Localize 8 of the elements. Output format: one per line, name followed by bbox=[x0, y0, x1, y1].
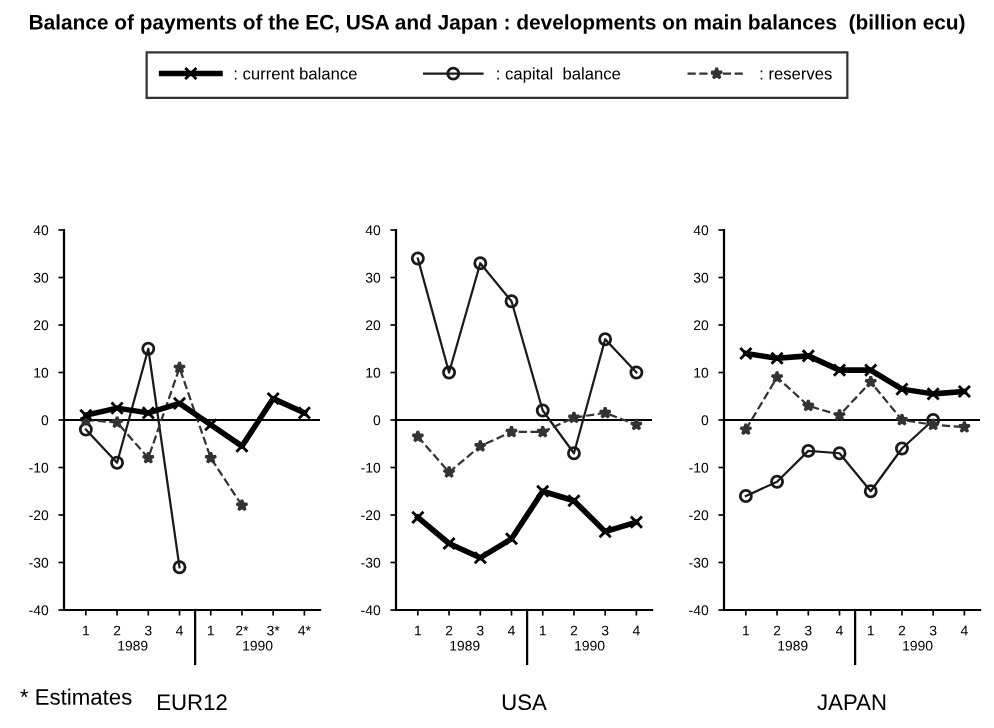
text: * Estimates bbox=[20, 688, 132, 705]
text: Balance of payments of the EC, USA and Japan : developments on main balances (billion ecu) bbox=[29, 14, 965, 34]
legend-label: : current balance bbox=[234, 67, 357, 80]
x-axis-title: USA bbox=[502, 694, 547, 711]
legend-label: : reserves bbox=[760, 70, 832, 80]
x-axis-title: JAPAN bbox=[817, 694, 886, 711]
legend-label: : capital balance bbox=[497, 67, 621, 83]
x-axis-title: EUR12 bbox=[158, 694, 227, 711]
